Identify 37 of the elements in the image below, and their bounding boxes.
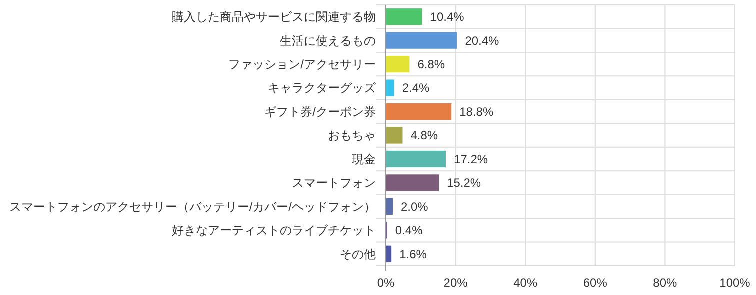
data-label: 4.8% bbox=[410, 128, 438, 143]
bar bbox=[386, 8, 422, 26]
data-label: 20.4% bbox=[465, 34, 500, 48]
y-tick-label: スマートフォン bbox=[292, 176, 376, 190]
data-label: 0.4% bbox=[395, 224, 424, 238]
y-tick-label: スマートフォンのアクセサリー（バッテリー/カバー/ヘッドフォン） bbox=[9, 200, 376, 214]
data-label: 15.2% bbox=[447, 176, 482, 190]
bar bbox=[386, 80, 394, 96]
bar bbox=[386, 32, 458, 49]
data-label: 2.4% bbox=[402, 81, 430, 96]
y-tick-label: 好きなアーティストのライブチケット bbox=[172, 224, 376, 238]
x-tick-label: 20% bbox=[444, 276, 468, 290]
y-tick-label: 生活に使えるもの bbox=[280, 34, 376, 48]
bar bbox=[386, 174, 440, 192]
data-label: 6.8% bbox=[418, 58, 446, 72]
bar bbox=[386, 150, 446, 168]
x-tick-label: 40% bbox=[514, 276, 538, 290]
bar bbox=[386, 198, 393, 215]
data-label: 17.2% bbox=[454, 152, 488, 166]
y-tick-label: キャラクターグッズ bbox=[268, 81, 377, 96]
y-tick-label: 現金 bbox=[352, 152, 376, 166]
y-tick-label: ファッション/アクセサリー bbox=[228, 58, 376, 72]
x-tick-label: 60% bbox=[583, 276, 608, 290]
x-tick-label: 80% bbox=[653, 276, 678, 290]
data-label: 10.4% bbox=[430, 10, 465, 24]
data-label: 18.8% bbox=[460, 104, 494, 119]
y-tick-label: ギフト券/クーポン券 bbox=[264, 104, 376, 119]
data-label: 2.0% bbox=[400, 200, 429, 214]
bar bbox=[386, 56, 410, 73]
y-tick-label: 購入した商品やサービスに関連する物 bbox=[172, 10, 376, 24]
y-tick-label: その他 bbox=[340, 247, 376, 262]
bar bbox=[386, 127, 403, 144]
x-tick-label: 100% bbox=[720, 276, 751, 290]
y-tick-label: おもちゃ bbox=[328, 128, 376, 143]
bar bbox=[386, 103, 452, 120]
data-label: 1.6% bbox=[400, 247, 428, 262]
x-tick-label: 0% bbox=[377, 276, 395, 290]
